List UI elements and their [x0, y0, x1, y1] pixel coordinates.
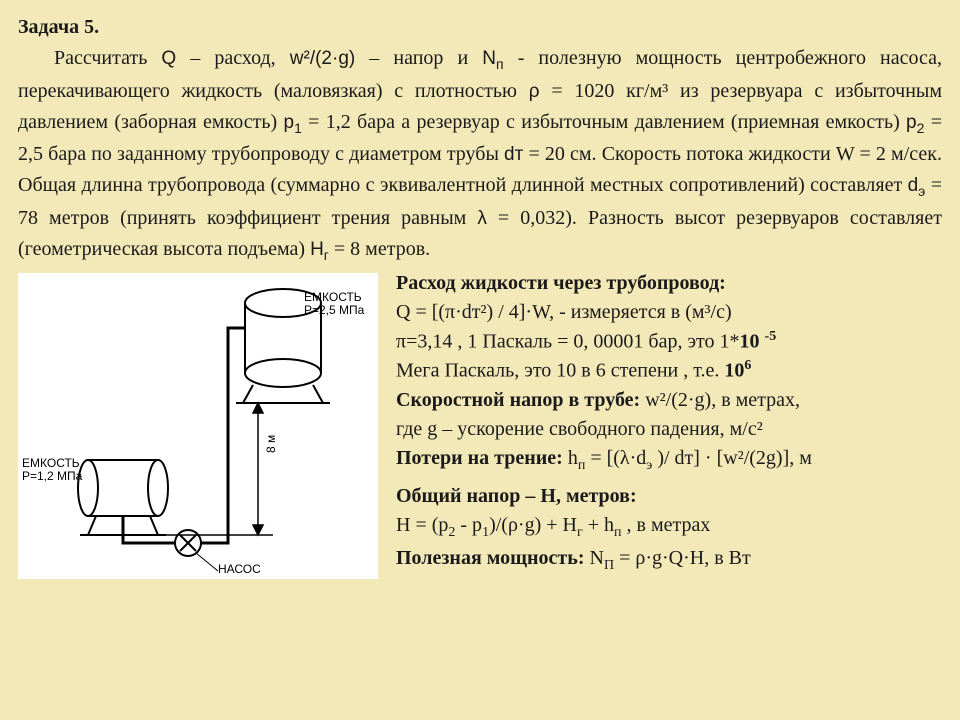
symbol-de: d [908, 175, 919, 196]
line-r8: Общий напор – H, метров: [396, 482, 942, 511]
r9-s1: 1 [482, 525, 489, 540]
r7-d: )/ dт] · [w²/(2g)], м [652, 447, 812, 469]
solution-column: Расход жидкости через трубопровод: Q = [… [390, 269, 942, 576]
r9-b: - p [455, 514, 482, 536]
symbol-p1: p [283, 112, 294, 133]
text: – напор и [355, 47, 482, 69]
r4-b: 10 [724, 360, 744, 382]
r5-a: w²/(2·g), в метрах, [640, 389, 800, 411]
symbol-Np-sub: п [496, 56, 504, 72]
tank1-label-b: Р=1,2 МПа [22, 470, 82, 483]
line-r9: H = (p2 - p1)/(ρ·g) + Hг + hп , в метрах [396, 511, 942, 543]
text: = 8 метров. [329, 238, 430, 260]
line-r7: Потери на трение: hп = [(λ·dэ )/ dт] · [… [396, 444, 942, 476]
line-r5: Скоростной напор в трубе: w²/(2·g), в ме… [396, 386, 942, 415]
sub-1: 1 [294, 120, 302, 136]
tank2-label-a: ЕМКОСТЬ [304, 291, 364, 304]
r10-b: Полезная мощность: [396, 547, 584, 569]
line-r10: Полезная мощность: NП = ρ·g·Q·H, в Вт [396, 544, 942, 576]
r9-c: )/(ρ·g) + H [489, 514, 577, 536]
r9-a: H = (p [396, 514, 448, 536]
r9-e: , в метрах [622, 514, 711, 536]
line-r4: Мега Паскаль, это 10 в 6 степени , т.е. … [396, 356, 942, 386]
content-row: ЕМКОСТЬ Р=2,5 МПа ЕМКОСТЬ Р=1,2 МПа 8 м … [18, 269, 942, 579]
height-label: 8 м [265, 434, 278, 452]
r5-b: Скоростной напор в трубе: [396, 389, 640, 411]
r1-b: Расход жидкости через трубопровод: [396, 272, 726, 294]
r3-b: 10 [740, 330, 765, 352]
problem-statement: Рассчитать Q – расход, w²/(2·g) – напор … [18, 43, 942, 267]
text: = 1,2 бара а резервуар с избыточным давл… [302, 111, 906, 133]
r7-b: Потери на трение: [396, 447, 563, 469]
problem-title: Задача 5. [18, 12, 942, 43]
line-r3: π=3,14 , 1 Паскаль = 0, 00001 бар, это 1… [396, 327, 942, 357]
pump-diagram: ЕМКОСТЬ Р=2,5 МПа ЕМКОСТЬ Р=1,2 МПа 8 м … [18, 273, 378, 579]
tank2-label: ЕМКОСТЬ Р=2,5 МПа [304, 291, 364, 317]
r3-sup: -5 [765, 329, 777, 344]
symbol-Np: N [482, 48, 496, 69]
tank2-label-b: Р=2,5 МПа [304, 304, 364, 317]
symbol-w2: w²/(2·g) [290, 48, 355, 69]
r7-c: = [(λ·d [585, 447, 646, 469]
r10-a: N [584, 547, 603, 569]
r3-a: π=3,14 , 1 Паскаль = 0, 00001 бар, это 1… [396, 330, 740, 352]
symbol-lambda: λ [477, 208, 487, 229]
r10-sub: П [604, 558, 614, 573]
symbol-Q: Q [161, 48, 176, 69]
text: – расход, [176, 47, 290, 69]
r4-a: Мега Паскаль, это 10 в 6 степени , т.е. [396, 360, 724, 382]
page: Задача 5. Рассчитать Q – расход, w²/(2·g… [0, 0, 960, 579]
line-r2: Q = [(π·dт²) / 4]·W, - измеряется в (м³/… [396, 298, 942, 327]
r4-sup: 6 [744, 358, 751, 373]
line-r1: Расход жидкости через трубопровод: [396, 269, 942, 298]
tank1-label-a: ЕМКОСТЬ [22, 457, 82, 470]
symbol-Hg: H [310, 239, 324, 260]
line-r6: где g – ускорение свободного падения, м/… [396, 415, 942, 444]
pump-label: НАСОС [218, 563, 261, 576]
text: Рассчитать [54, 47, 161, 69]
r8: Общий напор – H, метров: [396, 485, 637, 507]
symbol-p2: p [906, 112, 917, 133]
diagram-wrap: ЕМКОСТЬ Р=2,5 МПа ЕМКОСТЬ Р=1,2 МПа 8 м … [18, 269, 390, 579]
r9-d: + h [583, 514, 614, 536]
tank1-label: ЕМКОСТЬ Р=1,2 МПа [22, 457, 82, 483]
r7-a: h [563, 447, 578, 469]
r9-sp: п [614, 525, 622, 540]
symbol-rho: ρ [529, 81, 540, 102]
diagram-svg [18, 273, 378, 579]
r10-c: = ρ·g·Q·H, в Вт [614, 547, 751, 569]
symbol-dt: dт [504, 144, 523, 165]
